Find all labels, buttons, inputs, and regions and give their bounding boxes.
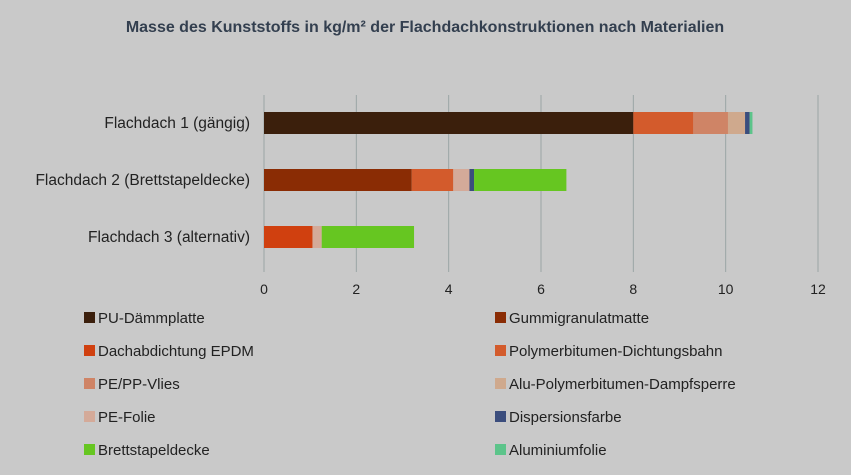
legend-swatch [84,411,95,422]
category-label: Flachdach 2 (Brettstapeldecke) [35,172,250,189]
category-label: Flachdach 3 (alternativ) [88,229,250,246]
legend-swatch [495,345,506,356]
legend-label: PE-Folie [98,409,156,426]
legend-label: PU-Dämmplatte [98,310,205,327]
legend-label: Aluminiumfolie [509,442,607,459]
legend-swatch [495,411,506,422]
legend-label: Dispersionsfarbe [509,409,622,426]
legend-swatch [495,444,506,455]
x-tick-label: 4 [445,281,453,297]
legend-swatch [84,378,95,389]
x-tick-label: 0 [260,281,268,297]
chart-title: Masse des Kunststoffs in kg/m² der Flach… [126,19,724,36]
bar-segment [469,169,475,191]
bar-segment [453,169,470,191]
legend-label: Alu-Polymerbitumen-Dampfsperre [509,376,736,393]
legend-swatch [84,444,95,455]
x-tick-label: 12 [810,281,826,297]
x-tick-label: 6 [537,281,545,297]
legend-swatch [495,378,506,389]
bar-segment [264,169,412,191]
legend-label: Dachabdichtung EPDM [98,343,254,360]
legend-swatch [84,345,95,356]
legend-swatch [495,312,506,323]
x-tick-label: 10 [718,281,734,297]
bar-segment [264,226,313,248]
bar-segment [411,169,454,191]
bar-segment [693,112,728,134]
bar-segment [321,226,415,248]
bar-segment [264,112,634,134]
category-label: Flachdach 1 (gängig) [104,115,250,132]
legend-label: Brettstapeldecke [98,442,210,459]
bar-segment [312,226,322,248]
legend-label: Polymerbitumen-Dichtungsbahn [509,343,722,360]
legend-swatch [84,312,95,323]
bar-segment [633,112,694,134]
legend-label: Gummigranulatmatte [509,310,649,327]
bar-segment [727,112,746,134]
bar-segment [474,169,567,191]
x-tick-label: 8 [629,281,637,297]
legend-label: PE/PP-Vlies [98,376,180,393]
bar-segment [745,112,750,134]
bar-segment [749,112,753,134]
x-tick-label: 2 [352,281,360,297]
